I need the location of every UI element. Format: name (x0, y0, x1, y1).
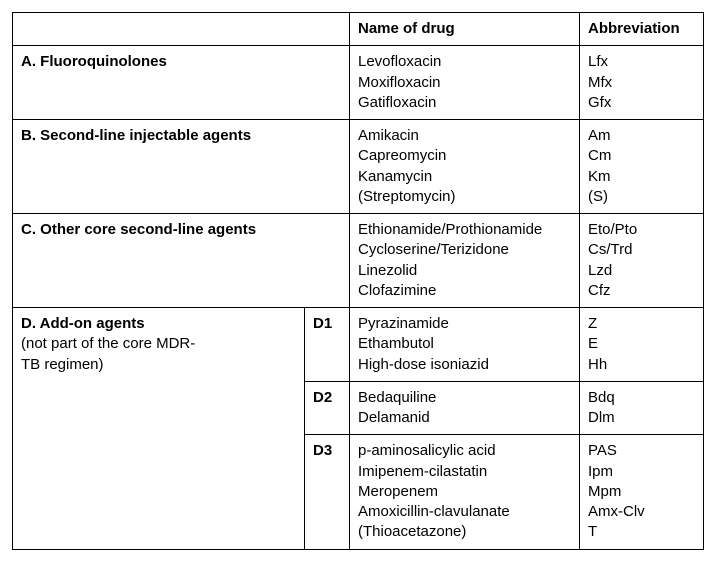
drug-classification-table: Name of drug Abbreviation A. Fluoroquino… (12, 12, 704, 550)
drug-abbr: Gfx (588, 93, 695, 113)
drug-name: Ethambutol (358, 334, 571, 354)
group-a-row: A. Fluoroquinolones Levofloxacin Moxiflo… (13, 46, 704, 120)
drug-name: Imipenem-cilastatin (358, 462, 571, 482)
drug-abbr: T (588, 522, 695, 542)
drug-abbr: Eto/Pto (588, 220, 695, 240)
drug-abbr: Lzd (588, 261, 695, 281)
drug-abbr: Cfz (588, 281, 695, 301)
drug-name: Gatifloxacin (358, 93, 571, 113)
group-c-title: C. Other core second-line agents (21, 221, 256, 238)
drug-abbr: Cm (588, 146, 695, 166)
header-drug: Name of drug (350, 13, 580, 46)
group-c-drugs: Ethionamide/Prothionamide Cycloserine/Te… (350, 214, 580, 308)
drug-name: Capreomycin (358, 146, 571, 166)
group-a-drugs: Levofloxacin Moxifloxacin Gatifloxacin (350, 46, 580, 120)
group-d1-row: D. Add-on agents (not part of the core M… (13, 308, 704, 382)
drug-name: Ethionamide/Prothionamide (358, 220, 571, 240)
header-abbr: Abbreviation (580, 13, 704, 46)
group-a-title: A. Fluoroquinolones (21, 53, 167, 70)
drug-name: Levofloxacin (358, 52, 571, 72)
group-d-title: D. Add-on agents (21, 315, 145, 332)
drug-name: p-aminosalicylic acid (358, 441, 571, 461)
group-c-abbrs: Eto/Pto Cs/Trd Lzd Cfz (580, 214, 704, 308)
group-d1-abbrs: Z E Hh (580, 308, 704, 382)
drug-name: High-dose isoniazid (358, 355, 571, 375)
group-c-row: C. Other core second-line agents Ethiona… (13, 214, 704, 308)
group-d3-label: D3 (305, 435, 350, 549)
group-d2-abbrs: Bdq Dlm (580, 381, 704, 435)
drug-name: Delamanid (358, 408, 571, 428)
drug-name: Amoxicillin-clavulanate (358, 502, 571, 522)
drug-name: (Thioacetazone) (358, 522, 571, 542)
drug-abbr: Z (588, 314, 695, 334)
drug-name: (Streptomycin) (358, 187, 571, 207)
drug-name: Pyrazinamide (358, 314, 571, 334)
group-b-abbrs: Am Cm Km (S) (580, 120, 704, 214)
group-b-row: B. Second-line injectable agents Amikaci… (13, 120, 704, 214)
group-d-title-cell: D. Add-on agents (not part of the core M… (13, 308, 305, 550)
group-b-title-cell: B. Second-line injectable agents (13, 120, 350, 214)
group-d2-drugs: Bedaquiline Delamanid (350, 381, 580, 435)
drug-name: Cycloserine/Terizidone (358, 240, 571, 260)
drug-name: Amikacin (358, 126, 571, 146)
group-a-title-cell: A. Fluoroquinolones (13, 46, 350, 120)
drug-name: Meropenem (358, 482, 571, 502)
drug-abbr: Bdq (588, 388, 695, 408)
drug-name: Clofazimine (358, 281, 571, 301)
drug-abbr: Mfx (588, 73, 695, 93)
drug-abbr: Ipm (588, 462, 695, 482)
group-d3-drugs: p-aminosalicylic acid Imipenem-cilastati… (350, 435, 580, 549)
group-c-title-cell: C. Other core second-line agents (13, 214, 350, 308)
drug-abbr: Amx-Clv (588, 502, 695, 522)
drug-name: Moxifloxacin (358, 73, 571, 93)
drug-abbr: Cs/Trd (588, 240, 695, 260)
group-d3-abbrs: PAS Ipm Mpm Amx-Clv T (580, 435, 704, 549)
drug-abbr: Lfx (588, 52, 695, 72)
drug-abbr: E (588, 334, 695, 354)
drug-name: Bedaquiline (358, 388, 571, 408)
group-d-note-line1: (not part of the core MDR- (21, 335, 195, 352)
group-d1-label: D1 (305, 308, 350, 382)
group-b-title: B. Second-line injectable agents (21, 127, 251, 144)
drug-abbr: Mpm (588, 482, 695, 502)
group-d2-label: D2 (305, 381, 350, 435)
group-a-abbrs: Lfx Mfx Gfx (580, 46, 704, 120)
drug-abbr: Dlm (588, 408, 695, 428)
drug-abbr: PAS (588, 441, 695, 461)
drug-abbr: Km (588, 167, 695, 187)
group-d1-drugs: Pyrazinamide Ethambutol High-dose isonia… (350, 308, 580, 382)
drug-abbr: Hh (588, 355, 695, 375)
drug-abbr: (S) (588, 187, 695, 207)
table-header-row: Name of drug Abbreviation (13, 13, 704, 46)
drug-name: Linezolid (358, 261, 571, 281)
group-b-drugs: Amikacin Capreomycin Kanamycin (Streptom… (350, 120, 580, 214)
drug-abbr: Am (588, 126, 695, 146)
group-d-note-line2: TB regimen) (21, 356, 104, 373)
header-group (13, 13, 350, 46)
drug-name: Kanamycin (358, 167, 571, 187)
